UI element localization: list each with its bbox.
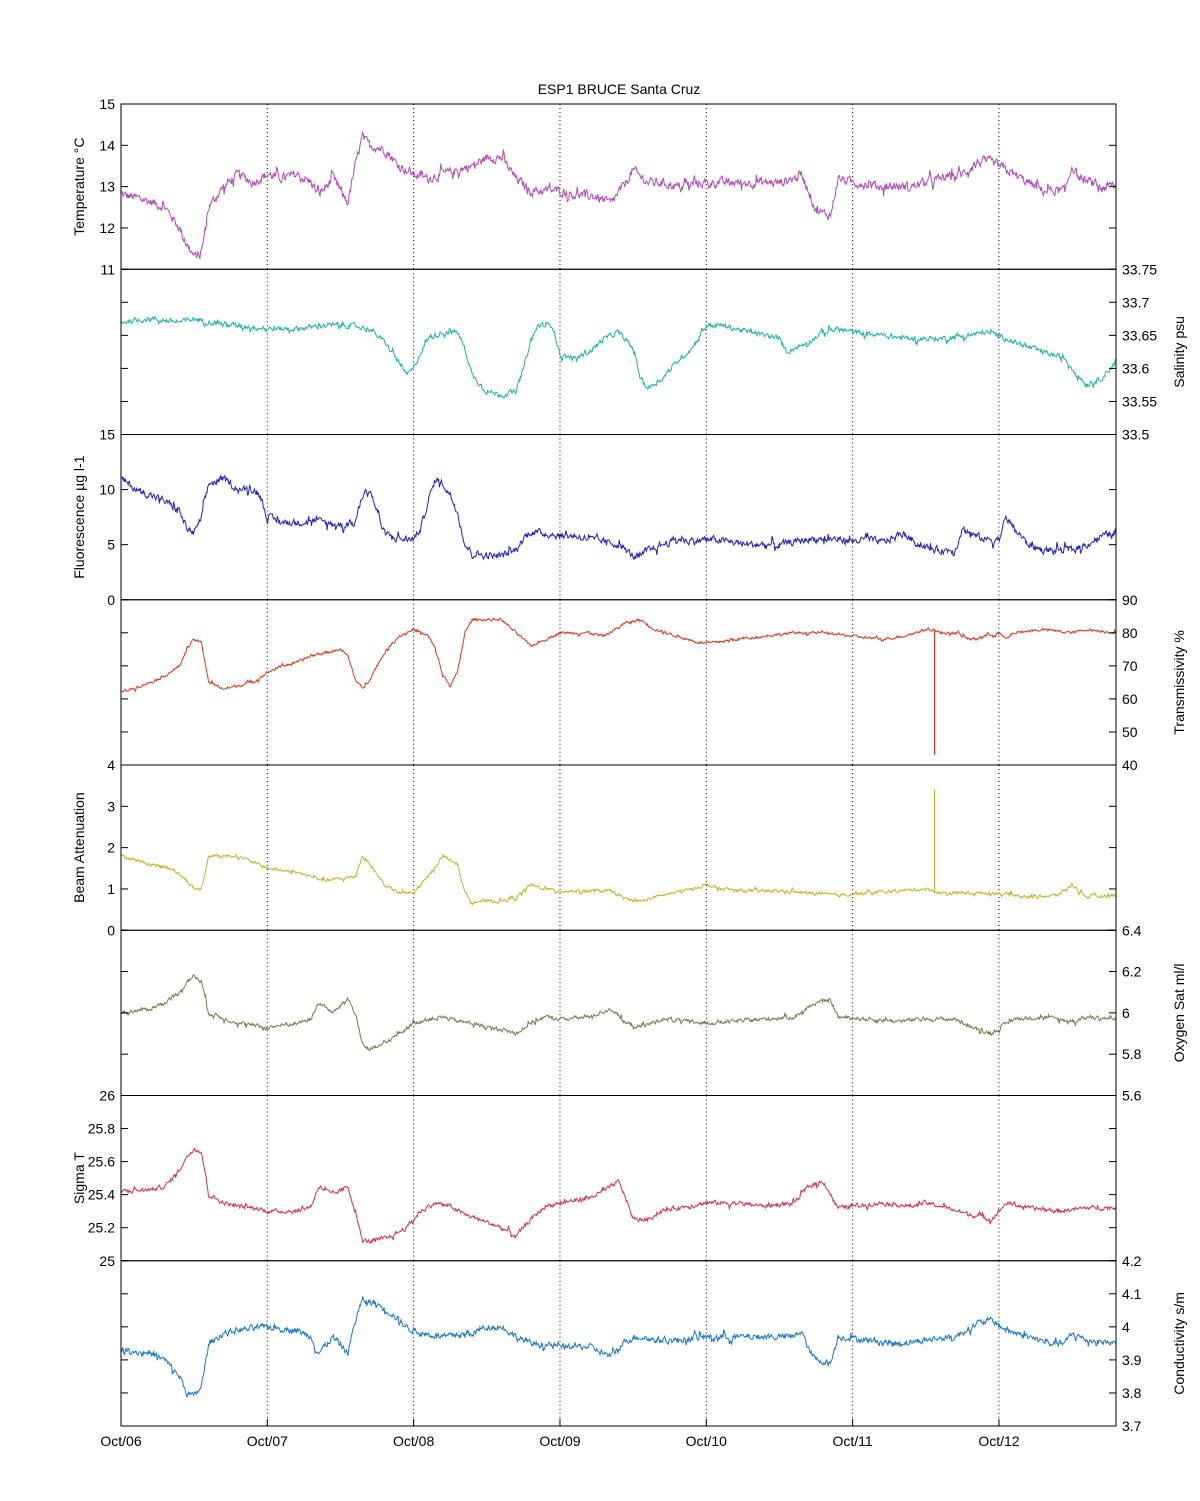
y-tick-label: 15 <box>99 427 115 443</box>
series-temperature <box>121 130 1116 260</box>
y-axis-label-oxygen_sat: Oxygen Sat ml/l <box>1171 963 1187 1062</box>
x-tick-label: Oct/08 <box>393 1433 434 1449</box>
y-axis-label-fluorescence: Fluorescence µg l-1 <box>71 455 87 578</box>
y-tick-label: 33.65 <box>1122 327 1157 343</box>
y-tick-label: 3.9 <box>1122 1352 1142 1368</box>
panel-sigma_t: 25 25.2 25.4 25.6 25.8 26 Sigma T <box>71 1088 1117 1269</box>
y-tick-label: 14 <box>99 137 115 153</box>
y-tick-label: 13 <box>99 179 115 195</box>
y-tick-label: 70 <box>1122 658 1138 674</box>
y-tick-label: 6.4 <box>1122 922 1142 938</box>
series-conductivity <box>121 1296 1116 1399</box>
x-axis: Oct/06 Oct/07 Oct/08 Oct/09 Oct/10 Oct/11 Oct/… <box>100 1419 1020 1449</box>
y-tick-label: 33.75 <box>1122 261 1157 277</box>
y-tick-label: 90 <box>1122 592 1138 608</box>
y-tick-label: 2 <box>107 840 115 856</box>
y-tick-label: 3.8 <box>1122 1385 1142 1401</box>
y-tick-label: 4 <box>1122 1319 1130 1335</box>
y-tick-label: 26 <box>99 1088 115 1104</box>
series-transmissivity <box>121 617 1116 693</box>
y-tick-label: 80 <box>1122 625 1138 641</box>
series-sigma_t <box>121 1147 1116 1244</box>
x-tick-label: Oct/09 <box>539 1433 580 1449</box>
y-tick-label: 12 <box>99 220 115 236</box>
x-tick-label: Oct/06 <box>100 1433 141 1449</box>
y-tick-label: 0 <box>107 592 115 608</box>
y-tick-label: 6 <box>1122 1005 1130 1021</box>
y-tick-label: 33.55 <box>1122 393 1157 409</box>
y-tick-label: 33.7 <box>1122 294 1149 310</box>
y-tick-label: 25 <box>99 1253 115 1269</box>
y-tick-label: 60 <box>1122 691 1138 707</box>
y-axis-label-salinity: Salinity psu <box>1171 316 1187 388</box>
x-tick-label: Oct/12 <box>978 1433 1019 1449</box>
panel-oxygen_sat: 5.6 5.8 6 6.2 6.4 Oxygen Sat ml/l <box>120 922 1187 1104</box>
y-axis-label-beam_attenuation: Beam Attenuation <box>71 792 87 903</box>
series-salinity <box>121 315 1116 399</box>
y-tick-label: 0 <box>107 922 115 938</box>
series-oxygen_sat <box>121 973 1116 1052</box>
y-tick-label: 1 <box>107 881 115 897</box>
y-tick-label: 3 <box>107 798 115 814</box>
y-tick-label: 25.8 <box>88 1121 115 1137</box>
x-tick-label: Oct/11 <box>833 1433 873 1449</box>
y-tick-label: 10 <box>99 482 115 498</box>
y-tick-label: 25.4 <box>88 1187 115 1203</box>
y-tick-label: 5 <box>107 537 115 553</box>
y-tick-label: 15 <box>99 96 115 112</box>
y-tick-label: 33.5 <box>1122 427 1149 443</box>
y-tick-label: 40 <box>1122 757 1138 773</box>
y-tick-label: 50 <box>1122 724 1138 740</box>
y-tick-label: 25.2 <box>88 1220 115 1236</box>
y-axis-label-conductivity: Conductivity s/m <box>1171 1292 1187 1395</box>
y-tick-label: 6.2 <box>1122 964 1142 980</box>
chart-title: ESP1 BRUCE Santa Cruz <box>538 81 701 97</box>
panel-conductivity: 3.7 3.8 3.9 4 4.1 4.2 Conductivity s/m <box>120 1253 1187 1434</box>
y-tick-label: 11 <box>100 261 115 277</box>
y-tick-label: 3.7 <box>1122 1418 1142 1434</box>
x-tick-label: Oct/10 <box>686 1433 727 1449</box>
y-tick-label: 33.6 <box>1122 360 1149 376</box>
y-tick-label: 5.8 <box>1122 1046 1142 1062</box>
series-beam_attenuation <box>121 853 1116 906</box>
y-tick-label: 5.6 <box>1122 1088 1142 1104</box>
panel-frame <box>120 1260 1117 1427</box>
y-axis-label-temperature: Temperature °C <box>71 138 87 236</box>
y-tick-label: 4.2 <box>1122 1253 1142 1269</box>
y-axis-label-transmissivity: Transmissivity % <box>1171 630 1187 735</box>
y-tick-label: 4 <box>107 757 115 773</box>
panel-transmissivity: 40 50 60 70 80 90 Transmissivity % <box>120 592 1187 773</box>
series-fluorescence <box>121 474 1116 561</box>
y-tick-label: 4.1 <box>1122 1286 1142 1302</box>
x-tick-label: Oct/07 <box>247 1433 288 1449</box>
y-axis-label-sigma_t: Sigma T <box>71 1152 87 1204</box>
y-tick-label: 25.6 <box>88 1154 115 1170</box>
